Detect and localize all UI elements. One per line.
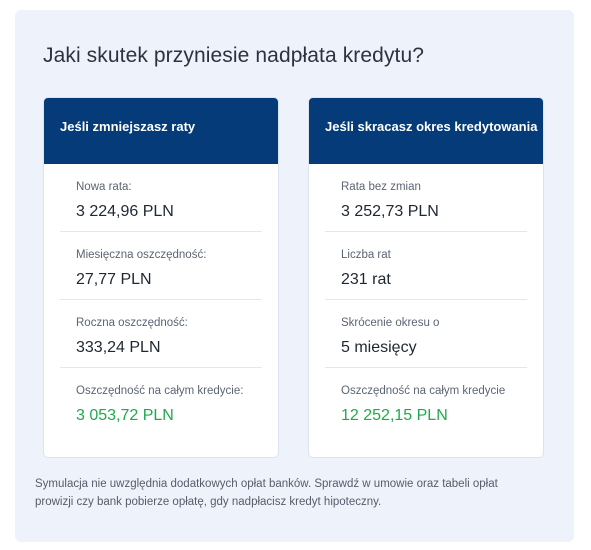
- total-saving-value: 3 053,72 PLN: [76, 407, 174, 424]
- row-value: 333,24 PLN: [76, 339, 161, 356]
- row-value: 5 miesięcy: [341, 339, 417, 356]
- row-label: Nowa rata:: [76, 181, 132, 193]
- term-reduction-row: Skrócenie okresu o 5 miesięcy: [325, 300, 527, 368]
- row-label: Liczba rat: [341, 249, 391, 261]
- row-value: 27,77 PLN: [76, 271, 152, 288]
- new-installment-row: Nowa rata: 3 224,96 PLN: [60, 164, 262, 232]
- row-label: Oszczędność na całym kredycie: [341, 385, 506, 397]
- total-saving-row: Oszczędność na całym kredycie 12 252,15 …: [325, 368, 527, 452]
- card-header-reduce-installment: Jeśli zmniejszasz raty: [44, 98, 278, 164]
- yearly-saving-row: Roczna oszczędność: 333,24 PLN: [60, 300, 262, 368]
- shorten-term-card: Jeśli skracasz okres kredytowania Rata b…: [308, 97, 544, 458]
- reduce-installment-card: Jeśli zmniejszasz raty Nowa rata: 3 224,…: [43, 97, 279, 458]
- monthly-saving-row: Miesięczna oszczędność: 27,77 PLN: [60, 232, 262, 300]
- overpayment-result-panel: Jaki skutek przyniesie nadpłata kredytu?…: [15, 10, 574, 542]
- row-value: 3 224,96 PLN: [76, 203, 174, 220]
- row-label: Oszczędność na całym kredycie:: [76, 385, 244, 397]
- page-title: Jaki skutek przyniesie nadpłata kredytu?: [43, 44, 425, 67]
- disclaimer-note: Symulacja nie uwzględnia dodatkowych opł…: [35, 478, 498, 508]
- row-value: 231 rat: [341, 271, 391, 288]
- row-label: Roczna oszczędność:: [76, 317, 188, 329]
- unchanged-installment-row: Rata bez zmian 3 252,73 PLN: [325, 164, 527, 232]
- row-label: Skrócenie okresu o: [341, 317, 440, 329]
- card-header-shorten-term: Jeśli skracasz okres kredytowania: [309, 98, 543, 164]
- installment-count-row: Liczba rat 231 rat: [325, 232, 527, 300]
- row-label: Miesięczna oszczędność:: [76, 249, 207, 261]
- total-saving-row: Oszczędność na całym kredycie: 3 053,72 …: [60, 368, 262, 452]
- row-value: 3 252,73 PLN: [341, 203, 439, 220]
- row-label: Rata bez zmian: [341, 181, 421, 193]
- total-saving-value: 12 252,15 PLN: [341, 407, 448, 424]
